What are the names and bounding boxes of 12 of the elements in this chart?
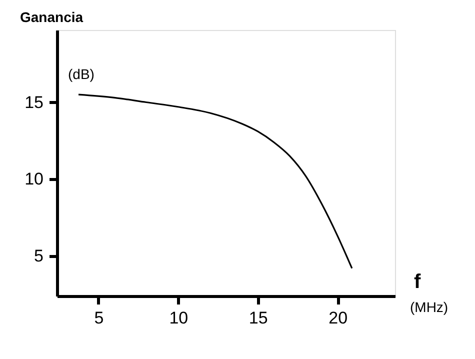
y-tick-label: 10 — [24, 170, 44, 189]
y-tick-label: 5 — [34, 246, 44, 266]
text: (MHz) — [410, 299, 448, 315]
y-tick-label: 15 — [24, 92, 44, 112]
line-series — [78, 94, 353, 270]
annotation: (dB) — [68, 66, 94, 82]
y-axis-title: Ganancia — [20, 9, 84, 25]
x-tick-label: 20 — [328, 308, 348, 328]
x-tick-label: 15 — [248, 308, 268, 328]
x-axis-title: f — [414, 271, 421, 293]
x-tick-label: 5 — [94, 308, 104, 328]
x-tick-label: 10 — [169, 308, 188, 328]
